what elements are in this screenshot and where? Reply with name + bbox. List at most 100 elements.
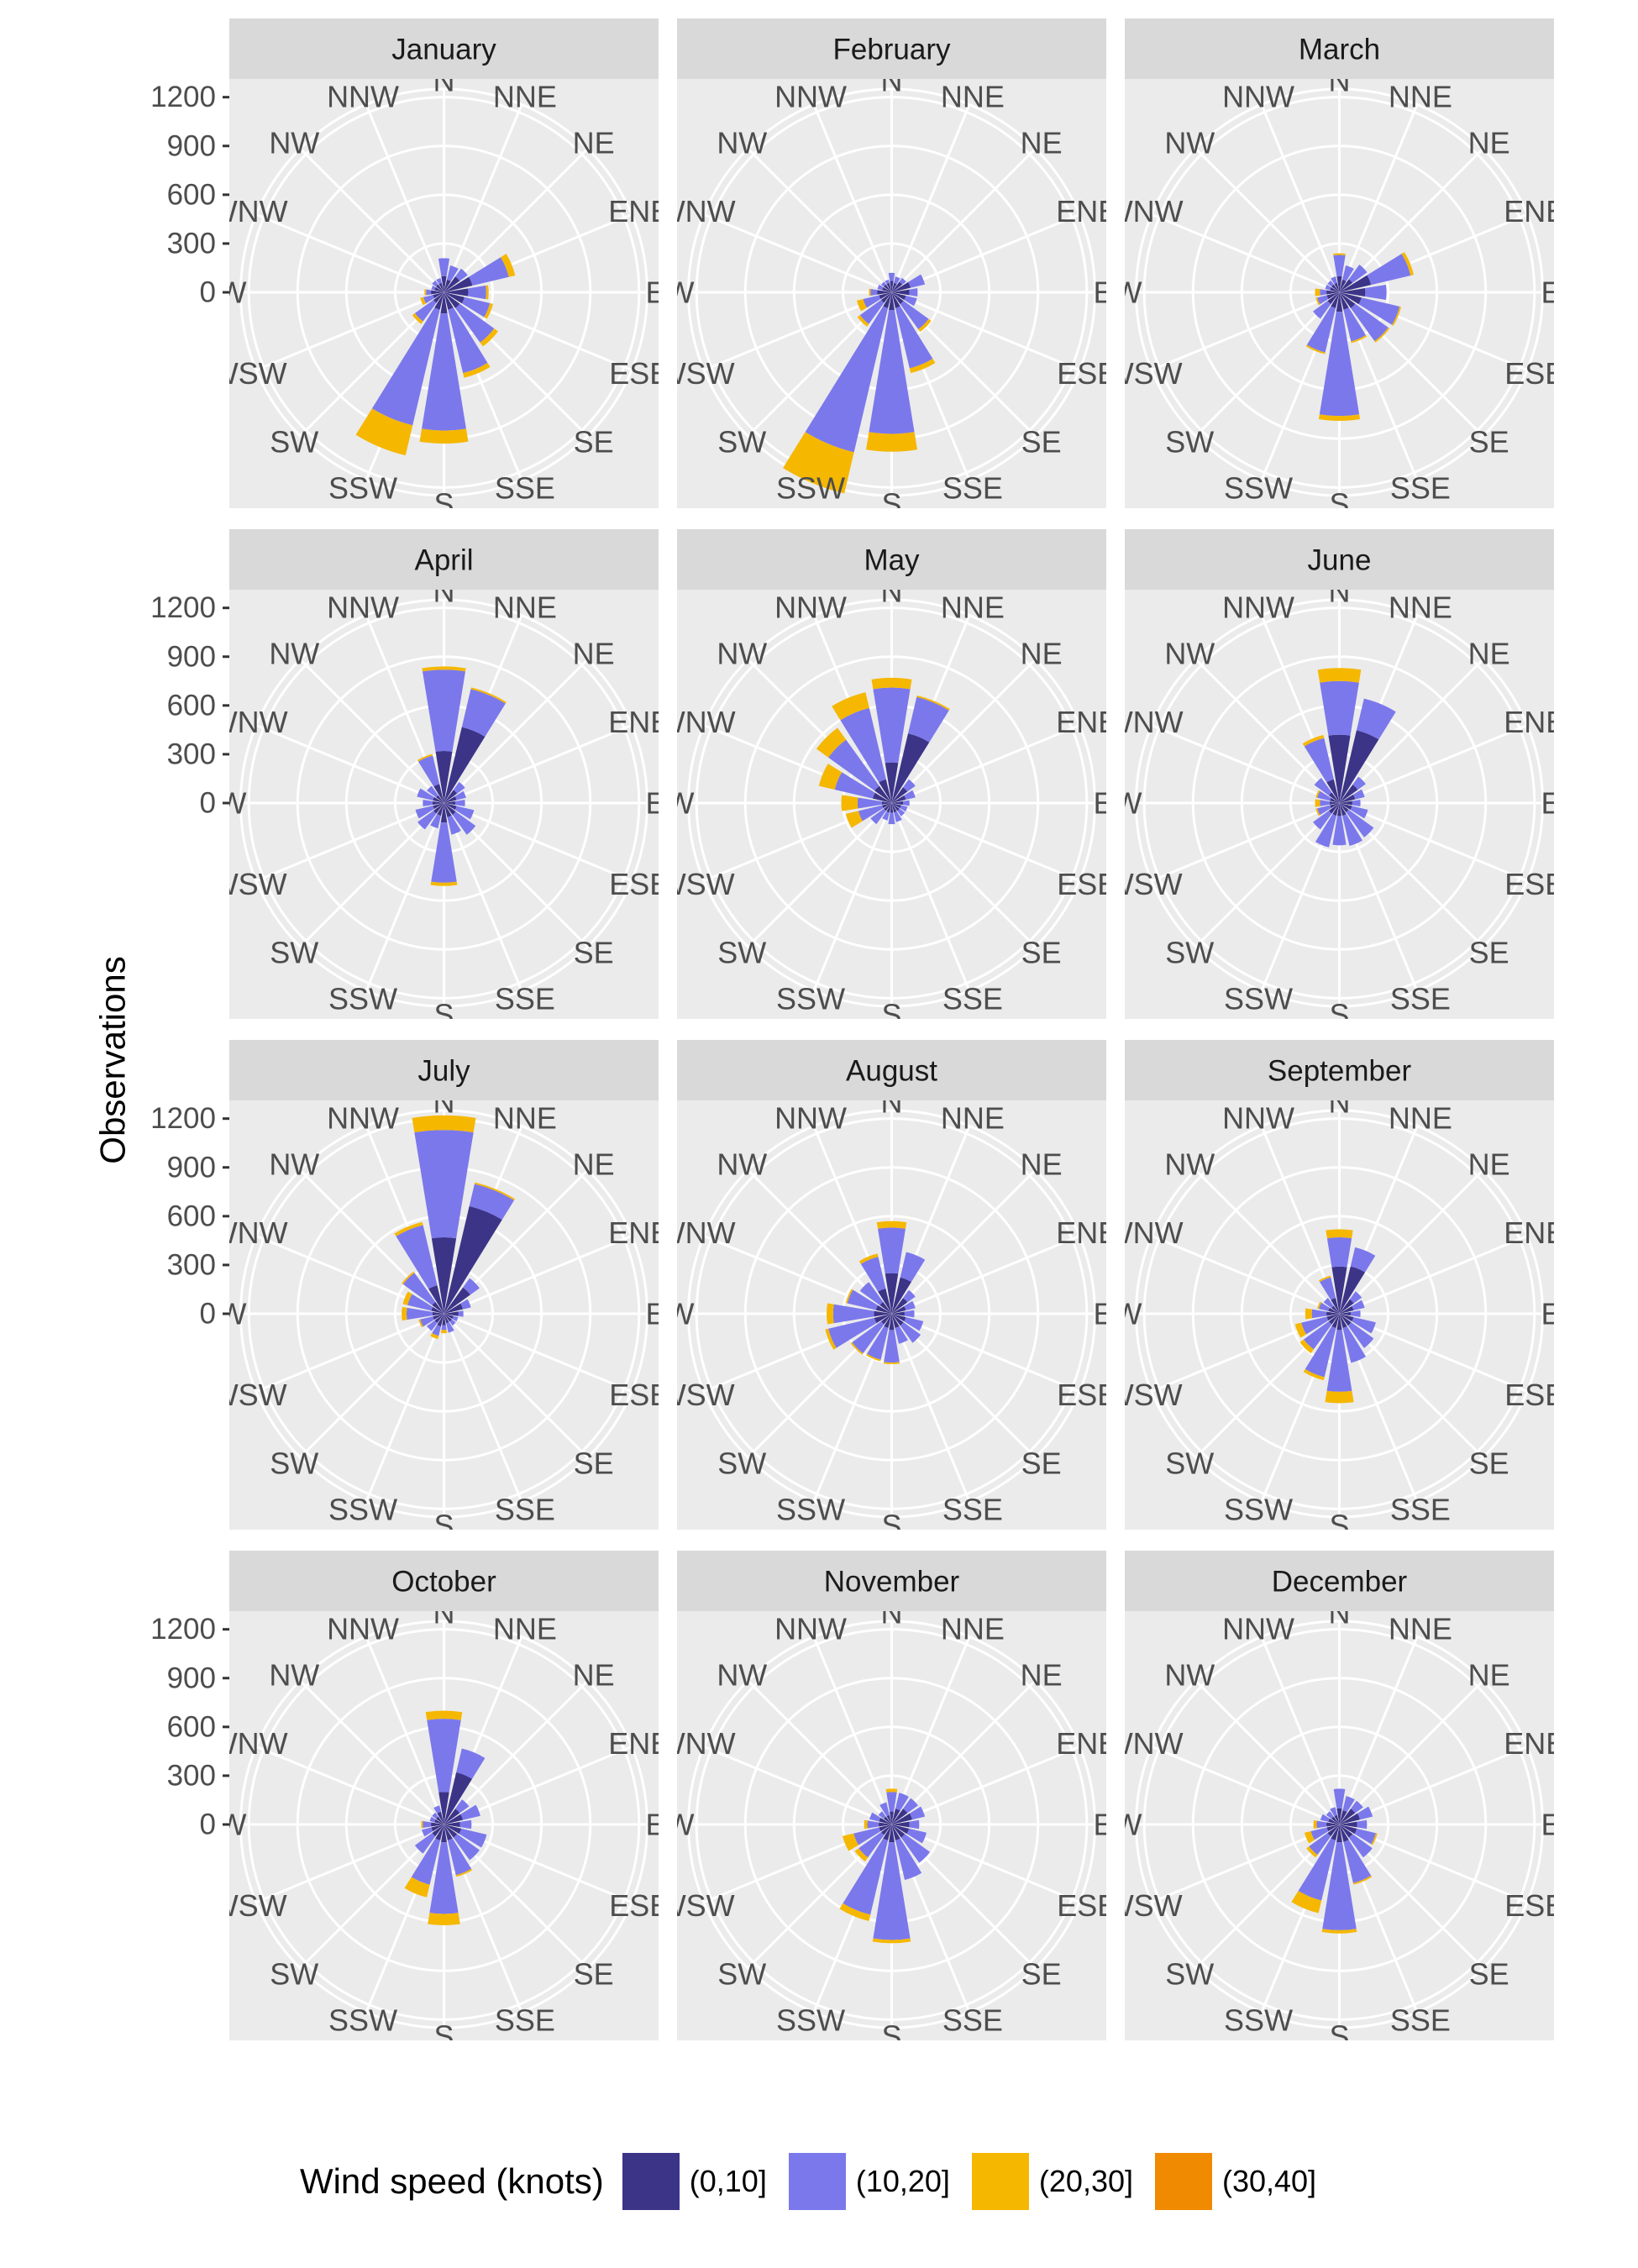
wind-bar-nnw-bin1 xyxy=(1334,1814,1340,1824)
wind-bar-w-bin2 xyxy=(867,1820,879,1829)
wind-bar-nnw-bin2 xyxy=(1320,1277,1336,1300)
facet-strip xyxy=(1125,529,1554,590)
wind-bar-w-bin1 xyxy=(881,801,892,805)
y-tick-label: 0 xyxy=(200,1298,216,1331)
wind-bar-nnw-bin2 xyxy=(433,1805,441,1814)
wind-bar-sse-bin3 xyxy=(455,1868,473,1877)
wind-bar-ese-bin3 xyxy=(1371,1833,1378,1845)
direction-label-se: SE xyxy=(1469,936,1509,970)
wind-bar-s-bin2 xyxy=(1322,1842,1357,1930)
grid-spoke xyxy=(443,1235,633,1315)
wind-bar-nne-bin3 xyxy=(916,695,950,711)
wind-bar-s-bin2 xyxy=(888,812,895,825)
wind-bar-nne-bin1 xyxy=(1339,279,1347,292)
direction-label-ne: NE xyxy=(1468,1657,1510,1692)
wind-bar-nnw-bin2 xyxy=(1331,276,1337,285)
wind-bar-n-bin3 xyxy=(422,666,466,672)
wind-bar-wsw-bin2 xyxy=(1317,805,1331,816)
grid-spoke xyxy=(812,1635,893,1825)
wind-bar-s-bin2 xyxy=(431,822,457,883)
direction-label-se: SE xyxy=(1021,1957,1062,1992)
direction-label-n: N xyxy=(881,64,903,98)
grid-spoke xyxy=(890,801,1080,882)
wind-bar-nw-bin3 xyxy=(402,1271,415,1284)
direction-label-sw: SW xyxy=(270,1446,318,1481)
wind-bar-sw-bin2 xyxy=(1313,811,1332,830)
y-tick-label: 300 xyxy=(167,738,216,770)
direction-label-nnw: NNW xyxy=(327,80,399,114)
wind-bar-ne-bin1 xyxy=(1339,279,1353,292)
wind-bar-s-bin1 xyxy=(440,803,448,823)
wind-bar-se-bin1 xyxy=(891,292,904,305)
wind-bar-se-bin1 xyxy=(1339,803,1349,812)
wind-bar-wsw-bin3 xyxy=(1315,297,1320,306)
wind-bar-ssw-bin3 xyxy=(355,408,413,456)
wind-bar-wsw-bin2 xyxy=(422,1827,433,1837)
wind-bar-ne-bin1 xyxy=(891,281,903,292)
wind-bar-ne-bin1 xyxy=(1339,785,1358,803)
direction-label-nw: NW xyxy=(717,1657,767,1692)
wind-bar-sse-bin2 xyxy=(447,1838,472,1876)
wind-bar-w-bin3 xyxy=(1315,799,1320,807)
wind-bar-nw-bin2 xyxy=(432,1812,438,1819)
wind-bar-ene-bin1 xyxy=(444,276,473,292)
y-tick-label: 0 xyxy=(200,1809,216,1841)
wind-bar-w-bin3 xyxy=(421,1820,423,1829)
wind-bar-w-bin1 xyxy=(874,1310,892,1317)
wind-bar-ne-bin2 xyxy=(453,781,465,794)
wind-bar-wsw-bin3 xyxy=(843,1833,858,1851)
grid-spoke xyxy=(299,801,445,948)
grid-spoke xyxy=(443,147,589,294)
wind-bar-ne-bin2 xyxy=(903,779,916,792)
wind-bar-e-bin2 xyxy=(909,288,918,297)
wind-bar-sse-bin1 xyxy=(891,292,900,308)
wind-bar-se-bin3 xyxy=(1374,327,1390,343)
wind-bar-wnw-bin1 xyxy=(434,286,444,292)
direction-label-sw: SW xyxy=(1165,936,1214,970)
direction-label-wnw: WNW xyxy=(1105,1726,1184,1761)
wind-bar-n-bin1 xyxy=(438,1792,449,1824)
wind-bar-n-bin3 xyxy=(871,677,912,690)
direction-label-sw: SW xyxy=(1165,1446,1214,1481)
wind-bar-n-bin3 xyxy=(1317,668,1362,683)
wind-bar-wsw-bin3 xyxy=(845,811,863,828)
grid-spoke xyxy=(1151,1235,1341,1315)
direction-label-wnw: WNW xyxy=(209,705,288,739)
wind-bar-wsw-bin1 xyxy=(433,803,444,810)
wind-bar-ene-bin1 xyxy=(1339,275,1372,292)
wind-bar-n-bin1 xyxy=(890,281,894,292)
wind-bar-sse-bin1 xyxy=(1339,803,1347,816)
wind-bar-se-bin2 xyxy=(1351,303,1389,342)
direction-label-ssw: SSW xyxy=(776,1492,845,1526)
wind-bar-wnw-bin2 xyxy=(1320,1814,1330,1822)
direction-label-nnw: NNW xyxy=(774,80,847,114)
wind-bar-ese-bin1 xyxy=(891,1824,910,1835)
direction-label-ssw: SSW xyxy=(776,470,845,505)
wind-bar-n-bin2 xyxy=(878,1227,906,1274)
facet-strip xyxy=(677,18,1106,79)
grid-spoke xyxy=(1151,213,1341,294)
direction-label-sw: SW xyxy=(1165,1957,1214,1992)
wind-bar-nne-bin2 xyxy=(894,276,900,285)
direction-label-ssw: SSW xyxy=(1224,981,1293,1016)
wind-bar-n-bin1 xyxy=(885,1273,899,1314)
wind-bar-se-bin1 xyxy=(1339,1314,1352,1326)
wind-bar-s-bin1 xyxy=(440,292,448,314)
wind-bar-nw-bin1 xyxy=(879,1301,892,1314)
wind-bar-ssw-bin1 xyxy=(437,803,444,816)
wind-bar-nne-bin1 xyxy=(444,727,486,803)
wind-bar-wnw-bin1 xyxy=(433,796,444,803)
wind-bar-se-bin2 xyxy=(900,1834,931,1863)
wind-bar-ese-bin1 xyxy=(444,292,465,304)
grid-spoke xyxy=(299,1679,445,1826)
direction-label-sse: SSE xyxy=(495,981,555,1016)
grid-spoke xyxy=(890,658,1037,805)
wind-bar-s-bin1 xyxy=(441,1824,447,1843)
